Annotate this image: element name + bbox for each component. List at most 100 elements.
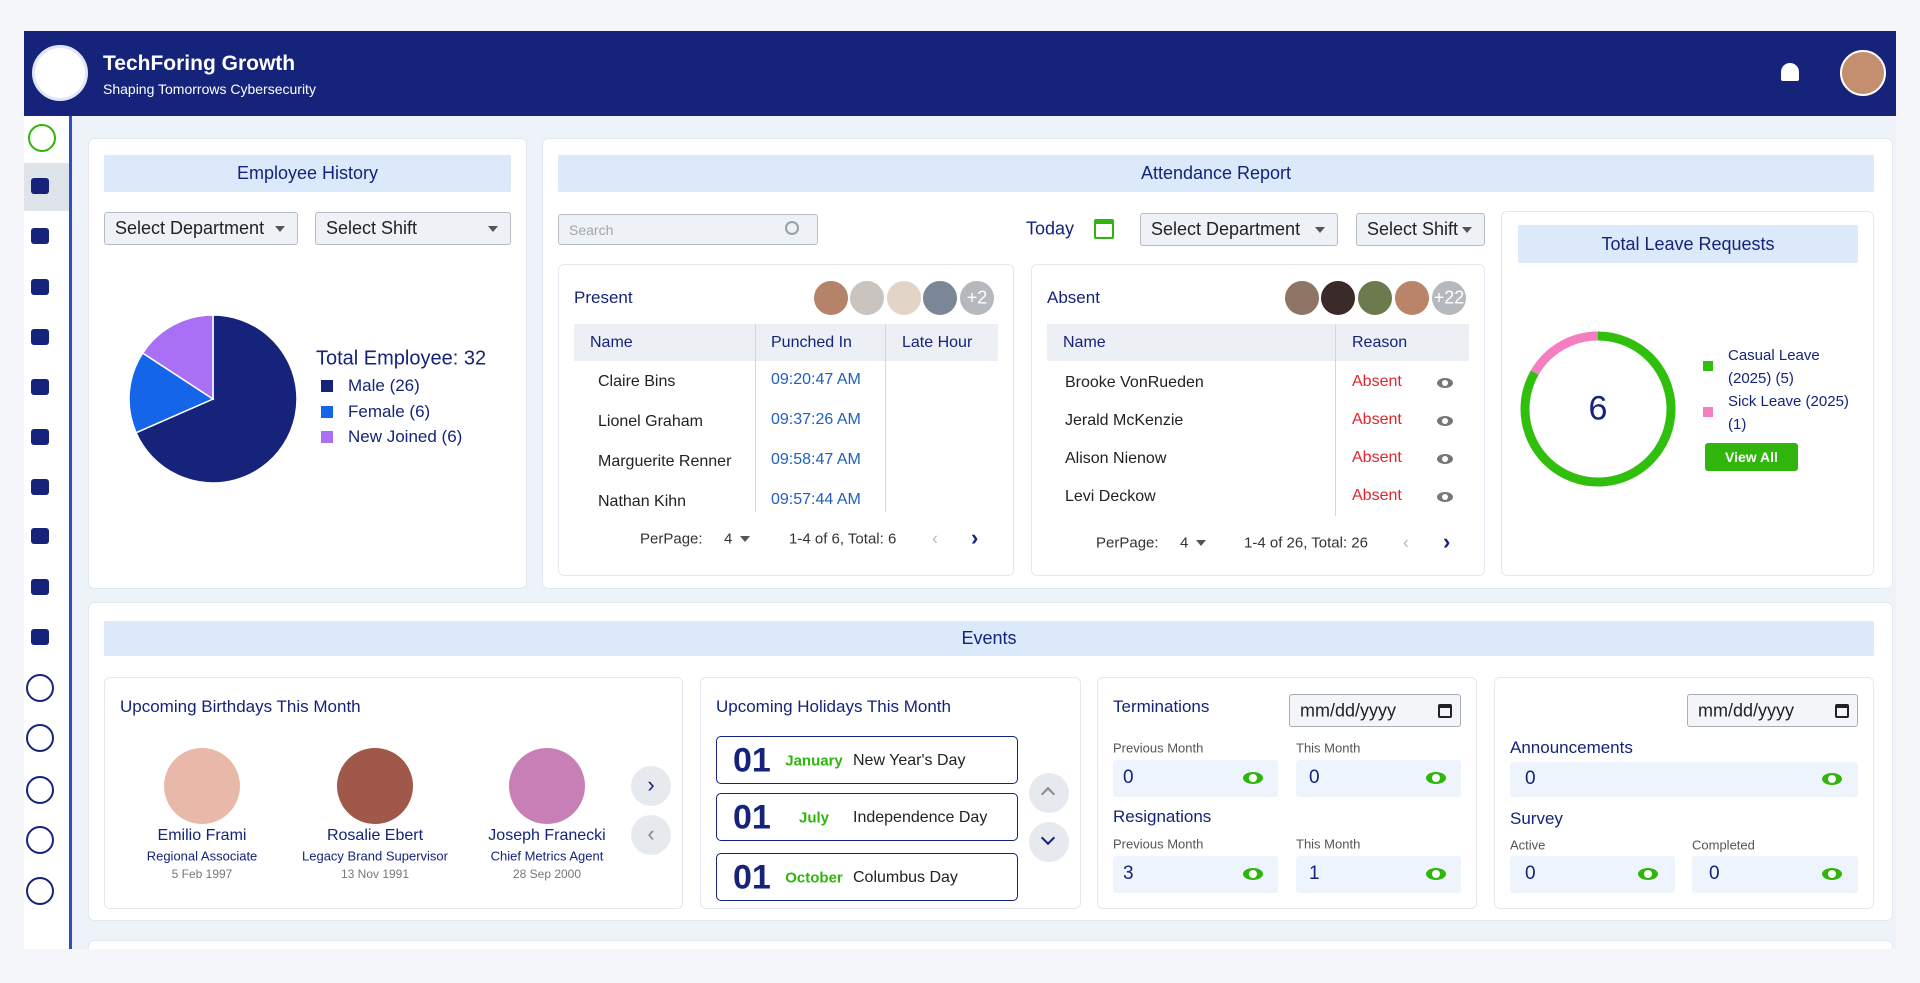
stat-box: 0 (1510, 856, 1675, 893)
absence-reason: Absent (1352, 411, 1402, 428)
employee-name: Lionel Graham (598, 413, 703, 430)
nav-users[interactable] (31, 329, 49, 345)
view-icon[interactable] (1426, 868, 1446, 880)
employee-name: Jerald McKenzie (1065, 412, 1184, 429)
table-header (574, 324, 998, 361)
shift-select[interactable]: Select Shift (315, 212, 511, 245)
nav-alerts[interactable] (31, 429, 49, 445)
present-title: Present (574, 288, 633, 307)
nav-profile[interactable] (26, 776, 54, 804)
user-avatar[interactable] (1840, 50, 1886, 96)
view-icon[interactable] (1822, 868, 1842, 880)
prev-page[interactable]: ‹ (1403, 532, 1409, 553)
birthdays-title: Upcoming Birthdays This Month (120, 697, 361, 716)
nav-layers[interactable] (26, 724, 54, 752)
view-icon[interactable] (1243, 868, 1263, 880)
date-input[interactable]: mm/dd/yyyy (1289, 694, 1461, 727)
nav-attendance[interactable] (31, 279, 49, 295)
nav-mail[interactable] (26, 877, 54, 905)
view-all-button[interactable]: View All (1705, 443, 1798, 471)
legend-swatch (1703, 407, 1713, 417)
holiday-day: 01 (733, 858, 771, 897)
icon: ‹ (647, 821, 655, 846)
person-photo (337, 748, 413, 824)
donut-segment (1530, 331, 1599, 375)
avatar (812, 279, 850, 317)
collapse-button[interactable] (28, 124, 56, 152)
calendar-icon (1835, 704, 1849, 718)
shift-select[interactable]: Select Shift (1356, 213, 1485, 246)
view-icon[interactable] (1243, 772, 1263, 784)
department-select[interactable]: Select Department (1140, 213, 1338, 246)
nav-filter[interactable] (31, 528, 49, 544)
leave-card (1501, 211, 1874, 576)
employee-name: Claire Bins (598, 373, 676, 390)
icon (1040, 786, 1056, 802)
pie-slice (128, 352, 215, 434)
notification-bell[interactable] (1781, 63, 1799, 81)
holidays-title: Upcoming Holidays This Month (716, 697, 951, 716)
nav-documents[interactable] (31, 479, 49, 495)
leave-total: 6 (1588, 389, 1608, 428)
nav-dashboard[interactable] (31, 178, 49, 194)
page-range: 1-4 of 6, Total: 6 (789, 530, 897, 548)
next-button[interactable]: › (631, 766, 671, 806)
search-icon (785, 221, 799, 235)
nav-payroll[interactable] (31, 579, 49, 595)
nav-announcements[interactable] (31, 379, 49, 395)
per-page-value[interactable]: 4 (724, 530, 733, 548)
logo[interactable] (32, 45, 88, 101)
legend-label: Male (26) (348, 376, 420, 395)
avatar (921, 279, 959, 317)
caret (488, 226, 498, 232)
avatar-more: +2 (958, 279, 996, 317)
stat-label: Previous Month (1113, 740, 1204, 756)
nav-employees[interactable] (31, 228, 49, 244)
nav-reports[interactable] (26, 674, 54, 702)
stat-value: 0 (1123, 767, 1134, 788)
view-icon[interactable] (1437, 454, 1453, 464)
select-text: Select Department (1151, 219, 1301, 239)
nav-settings-users[interactable] (31, 629, 49, 645)
top-bar: TechForing Growth Shaping Tomorrows Cybe… (24, 31, 1896, 116)
view-icon[interactable] (1638, 868, 1658, 880)
date-input[interactable]: mm/dd/yyyy (1687, 694, 1858, 727)
person-name: Rosalie Ebert (326, 827, 424, 844)
down-button[interactable] (1029, 822, 1069, 862)
holiday-name: Independence Day (853, 809, 988, 826)
stat-value: 0 (1709, 863, 1720, 884)
caret (275, 226, 285, 232)
person-birthdate: 13 Nov 1991 (340, 867, 410, 881)
holiday-item: 01 July Independence Day (716, 793, 1018, 841)
legend-label: Casual Leave (2025) (5) (1728, 347, 1820, 387)
person-photo (509, 748, 585, 824)
department-select[interactable]: Select Department (104, 212, 298, 245)
next-page[interactable]: › (1443, 529, 1451, 554)
person-name: Joseph Franecki (488, 827, 606, 844)
view-icon[interactable] (1426, 772, 1446, 784)
prev-page[interactable]: ‹ (932, 528, 938, 549)
date-placeholder: mm/dd/yyyy (1300, 700, 1397, 721)
next-page[interactable]: › (971, 525, 979, 550)
avatar-more: +22 (1430, 279, 1468, 317)
prev-button[interactable]: ‹ (631, 815, 671, 855)
card-title: Total Leave Requests (1518, 225, 1858, 263)
page-range: 1-4 of 26, Total: 26 (1244, 534, 1368, 552)
stat-value: 0 (1309, 767, 1320, 788)
search-input[interactable]: Search (558, 214, 818, 245)
calendar-icon (1438, 704, 1452, 718)
view-icon[interactable] (1437, 416, 1453, 426)
up-button[interactable] (1029, 773, 1069, 813)
column-header: Late Hour (902, 334, 973, 351)
calendar-button[interactable] (1094, 219, 1114, 239)
card-title: Employee History (104, 155, 511, 192)
stat-label: Completed (1692, 837, 1755, 853)
view-icon[interactable] (1437, 378, 1453, 388)
holiday-item: 01 January New Year's Day (716, 736, 1018, 784)
view-icon[interactable] (1437, 492, 1453, 502)
nav-settings[interactable] (26, 826, 54, 854)
announcements-title: Announcements (1510, 738, 1633, 757)
per-page-value[interactable]: 4 (1180, 534, 1189, 552)
view-icon[interactable] (1822, 773, 1842, 785)
